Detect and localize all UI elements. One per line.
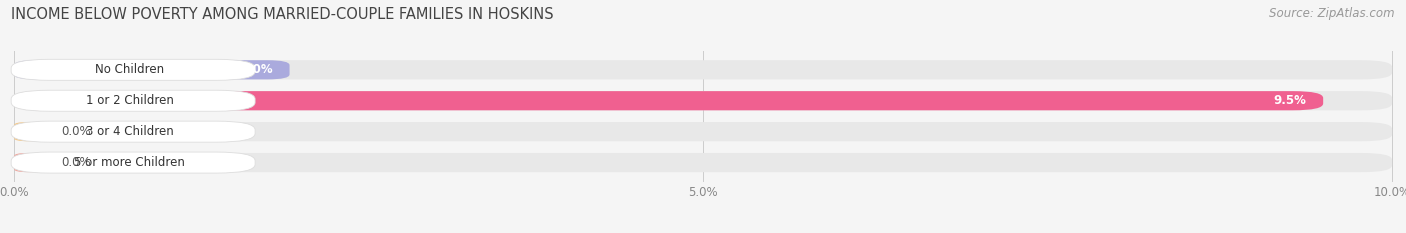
- FancyBboxPatch shape: [14, 122, 44, 141]
- Text: No Children: No Children: [96, 63, 165, 76]
- FancyBboxPatch shape: [11, 152, 254, 173]
- FancyBboxPatch shape: [14, 153, 44, 172]
- FancyBboxPatch shape: [11, 121, 254, 142]
- FancyBboxPatch shape: [11, 90, 254, 111]
- Text: Source: ZipAtlas.com: Source: ZipAtlas.com: [1270, 7, 1395, 20]
- FancyBboxPatch shape: [14, 91, 1392, 110]
- Text: INCOME BELOW POVERTY AMONG MARRIED-COUPLE FAMILIES IN HOSKINS: INCOME BELOW POVERTY AMONG MARRIED-COUPL…: [11, 7, 554, 22]
- FancyBboxPatch shape: [14, 91, 1323, 110]
- Text: 3 or 4 Children: 3 or 4 Children: [86, 125, 173, 138]
- Text: 0.0%: 0.0%: [60, 156, 90, 169]
- FancyBboxPatch shape: [14, 60, 1392, 79]
- Text: 9.5%: 9.5%: [1274, 94, 1306, 107]
- Text: 1 or 2 Children: 1 or 2 Children: [86, 94, 173, 107]
- FancyBboxPatch shape: [14, 60, 290, 79]
- Text: 5 or more Children: 5 or more Children: [75, 156, 186, 169]
- FancyBboxPatch shape: [11, 59, 254, 80]
- Text: 0.0%: 0.0%: [60, 125, 90, 138]
- Text: 2.0%: 2.0%: [240, 63, 273, 76]
- FancyBboxPatch shape: [14, 153, 1392, 172]
- FancyBboxPatch shape: [14, 122, 1392, 141]
